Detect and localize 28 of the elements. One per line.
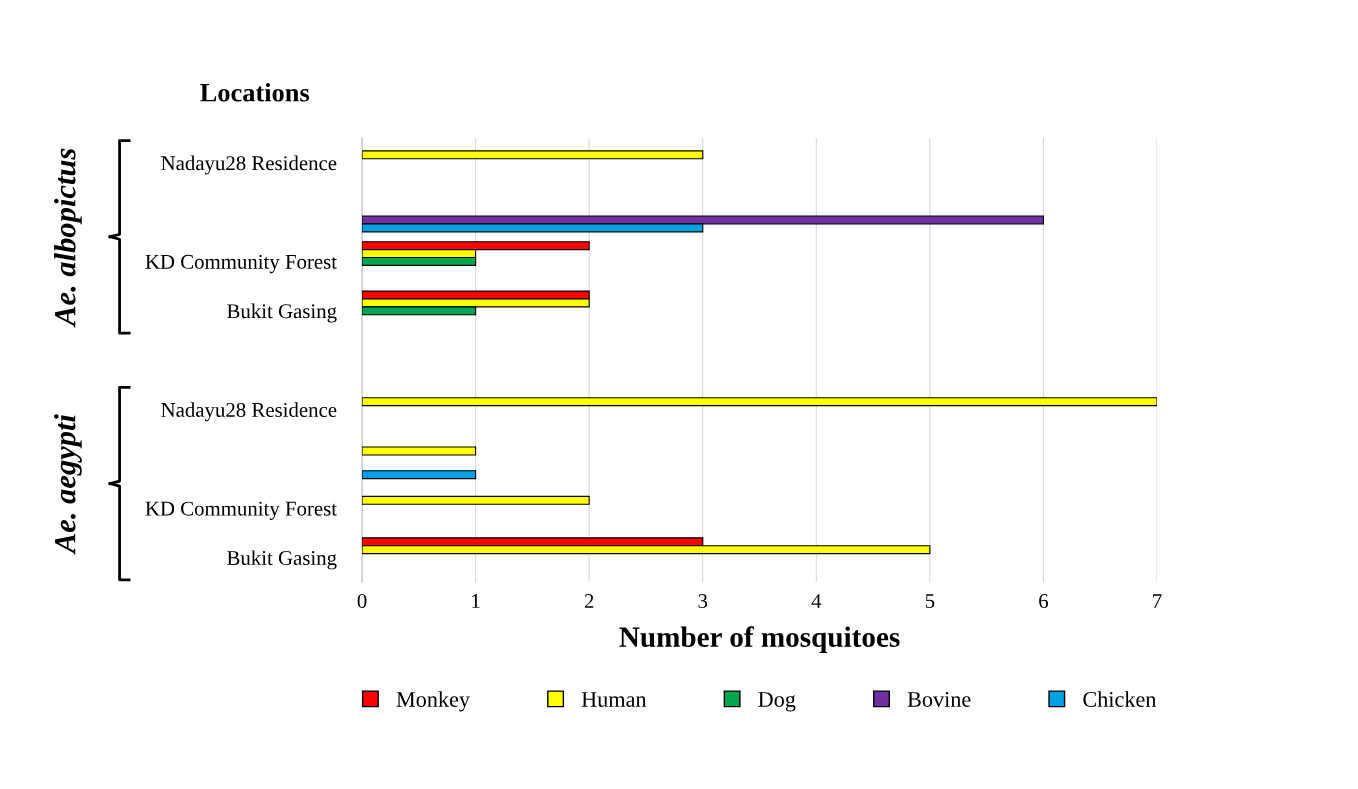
bar xyxy=(362,495,590,505)
legend-label: Human xyxy=(581,692,647,707)
legend-label: Bovine xyxy=(907,691,971,707)
y-axis-title: Locations xyxy=(200,83,310,102)
legend-label: Dog xyxy=(758,692,796,712)
x-tick-label: 1 xyxy=(472,594,480,608)
y-tick-label: Bukit Gasing xyxy=(227,550,337,570)
x-tick-label: 5 xyxy=(925,594,935,609)
text: Ae. albopictus xyxy=(54,148,82,328)
x-tick-label: 7 xyxy=(1153,594,1162,608)
x-tick-label: 2 xyxy=(584,594,594,608)
legend-label: Chicken xyxy=(1083,691,1157,707)
y-tick-label: KD Community Forest xyxy=(145,501,337,520)
x-tick-label: 0 xyxy=(357,594,367,609)
x-axis-title: Number of mosquitoes xyxy=(619,626,900,653)
y-tick-label: Nadayu28 Residence xyxy=(161,402,337,422)
y-tick-label: Bukit Gasing xyxy=(227,303,337,323)
x-tick-label: 4 xyxy=(811,594,822,608)
bar xyxy=(362,470,477,480)
y-tick-label: Nadayu28 Residence xyxy=(161,155,337,175)
y-tick-label: KD Community Forest xyxy=(145,254,337,274)
x-tick-label: 3 xyxy=(698,594,708,609)
bar xyxy=(362,446,477,456)
text: Ae. aegypti xyxy=(54,414,82,555)
bar xyxy=(362,150,704,160)
x-tick-label: 6 xyxy=(1039,594,1049,609)
legend-label: Monkey xyxy=(396,691,470,712)
bar xyxy=(362,397,1158,407)
